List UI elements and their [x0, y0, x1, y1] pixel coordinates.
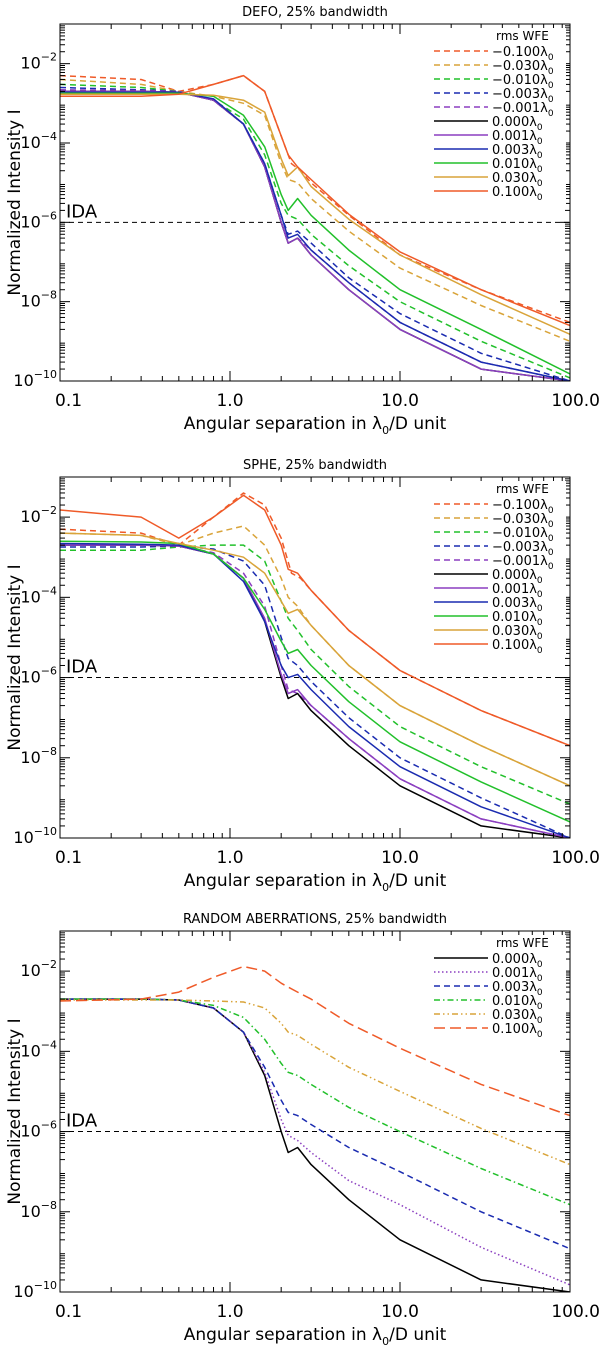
legend-entry-1: −0.100λ0 — [492, 45, 554, 63]
chart-title: DEFO, 25% bandwidth — [242, 5, 388, 20]
y-tick-label: 10−4 — [20, 584, 57, 606]
y-tick-label: 10−2 — [20, 51, 57, 73]
legend-entry-2: −0.030λ0 — [492, 512, 554, 530]
y-tick-label: 10−8 — [20, 289, 57, 311]
legend-entry-7: 0.001λ0 — [492, 129, 543, 147]
legend-entry-4: 0.010λ0 — [492, 994, 543, 1012]
y-tick-label: 10−8 — [20, 1199, 57, 1221]
legend-entry-5: −0.001λ0 — [492, 101, 554, 119]
x-tick-label: 1.0 — [216, 848, 243, 868]
chart-panel-2: SPHE, 25% bandwidth IDA 0.1 1.0 10.0 100.0 10−… — [5, 458, 600, 894]
y-tick-label: 10−10 — [13, 368, 57, 390]
legend-entry-8: 0.003λ0 — [492, 596, 543, 614]
legend-entry-2: −0.030λ0 — [492, 59, 554, 77]
legend-entry-7: 0.001λ0 — [492, 582, 543, 600]
y-axis-label: Normalized Intensity I — [5, 109, 25, 295]
legend: rms WFE 0.000λ00.001λ00.003λ00.010λ00.030… — [430, 935, 566, 1041]
legend-entry-6: 0.000λ0 — [492, 568, 543, 586]
ida-label: IDA — [66, 1111, 98, 1132]
legend-title: rms WFE — [496, 936, 549, 950]
x-tick-label: 10.0 — [381, 1302, 419, 1322]
series-group — [60, 492, 570, 838]
chart-panel-1: DEFO, 25% bandwidth IDA 0.1 1.0 10.0 100.0 10−… — [5, 5, 600, 437]
x-tick-label: 100.0 — [551, 391, 600, 411]
series-group — [60, 74, 570, 381]
x-tick-label: 100.0 — [551, 848, 600, 868]
series-line-8 — [60, 542, 570, 838]
plot-frame — [59, 23, 571, 382]
y-axis-label: Normalized Intensity I — [5, 564, 25, 750]
legend-entry-11: 0.100λ0 — [492, 185, 543, 203]
x-tick-label: 1.0 — [216, 391, 243, 411]
y-tick-label: 10−4 — [20, 1038, 57, 1060]
x-axis-label: Angular separation in λ0/D unit — [184, 1325, 447, 1348]
y-tick-label: 10−4 — [20, 130, 57, 152]
legend-entry-11: 0.100λ0 — [492, 638, 543, 656]
legend-entry-2: 0.001λ0 — [492, 966, 543, 984]
series-line-10 — [60, 93, 570, 335]
y-tick-label: 10−2 — [20, 958, 57, 980]
legend-entry-3: −0.010λ0 — [492, 526, 554, 544]
legend-entry-10: 0.030λ0 — [492, 624, 543, 642]
series-group — [60, 965, 570, 1292]
series-line-2 — [60, 525, 570, 787]
y-tick-label: 10−10 — [13, 1279, 57, 1301]
legend-entry-6: 0.100λ0 — [492, 1022, 543, 1040]
series-line-4 — [60, 998, 570, 1206]
series-line-10 — [60, 532, 570, 787]
series-line-2 — [60, 998, 570, 1286]
legend-entry-1: −0.100λ0 — [492, 498, 554, 516]
legend-title: rms WFE — [496, 29, 549, 43]
y-tick-label: 10−8 — [20, 745, 57, 767]
x-axis-label: Angular separation in λ0/D unit — [184, 871, 447, 894]
ida-label: IDA — [66, 657, 98, 678]
legend: rms WFE −0.100λ0−0.030λ0−0.010λ0−0.003λ0−… — [430, 481, 566, 657]
y-axis-label: Normalized Intensity I — [5, 1018, 25, 1204]
legend-entry-4: −0.003λ0 — [492, 540, 554, 558]
legend-entry-9: 0.010λ0 — [492, 610, 543, 628]
legend-entry-1: 0.000λ0 — [492, 952, 543, 970]
x-axis-label: Angular separation in λ0/D unit — [184, 414, 447, 437]
legend-entry-5: −0.001λ0 — [492, 554, 554, 572]
x-tick-label: 0.1 — [55, 391, 82, 411]
y-tick-label: 10−6 — [20, 1119, 57, 1141]
series-line-11 — [60, 494, 570, 747]
chart-title: RANDOM ABERRATIONS, 25% bandwidth — [183, 912, 447, 927]
legend-entry-4: −0.003λ0 — [492, 87, 554, 105]
x-tick-label: 10.0 — [381, 848, 419, 868]
legend-background — [430, 481, 566, 657]
legend-background — [430, 28, 566, 204]
legend-entry-6: 0.000λ0 — [492, 115, 543, 133]
legend-entry-9: 0.010λ0 — [492, 157, 543, 175]
series-line-1 — [60, 492, 570, 747]
plot-frame — [59, 930, 571, 1293]
legend-title: rms WFE — [496, 482, 549, 496]
chart-title: SPHE, 25% bandwidth — [243, 458, 387, 473]
legend-entry-10: 0.030λ0 — [492, 171, 543, 189]
x-tick-label: 1.0 — [216, 1302, 243, 1322]
series-line-11 — [60, 74, 570, 327]
y-tick-label: 10−2 — [20, 504, 57, 526]
legend-entry-8: 0.003λ0 — [492, 143, 543, 161]
x-tick-label: 0.1 — [55, 848, 82, 868]
legend-background — [430, 935, 566, 1041]
legend-entry-5: 0.030λ0 — [492, 1008, 543, 1026]
series-line-1 — [60, 998, 570, 1292]
series-line-6 — [60, 965, 570, 1117]
plot-frame — [59, 476, 571, 839]
y-tick-label: 10−10 — [13, 825, 57, 847]
y-tick-label: 10−6 — [20, 665, 57, 687]
y-tick-label: 10−6 — [20, 209, 57, 231]
x-tick-label: 10.0 — [381, 391, 419, 411]
legend-entry-3: −0.010λ0 — [492, 73, 554, 91]
x-tick-label: 0.1 — [55, 1302, 82, 1322]
legend: rms WFE −0.100λ0−0.030λ0−0.010λ0−0.003λ0−… — [430, 28, 566, 204]
series-line-5 — [60, 999, 570, 1166]
ida-label: IDA — [66, 201, 98, 222]
x-tick-label: 100.0 — [551, 1302, 600, 1322]
legend-entry-3: 0.003λ0 — [492, 980, 543, 998]
